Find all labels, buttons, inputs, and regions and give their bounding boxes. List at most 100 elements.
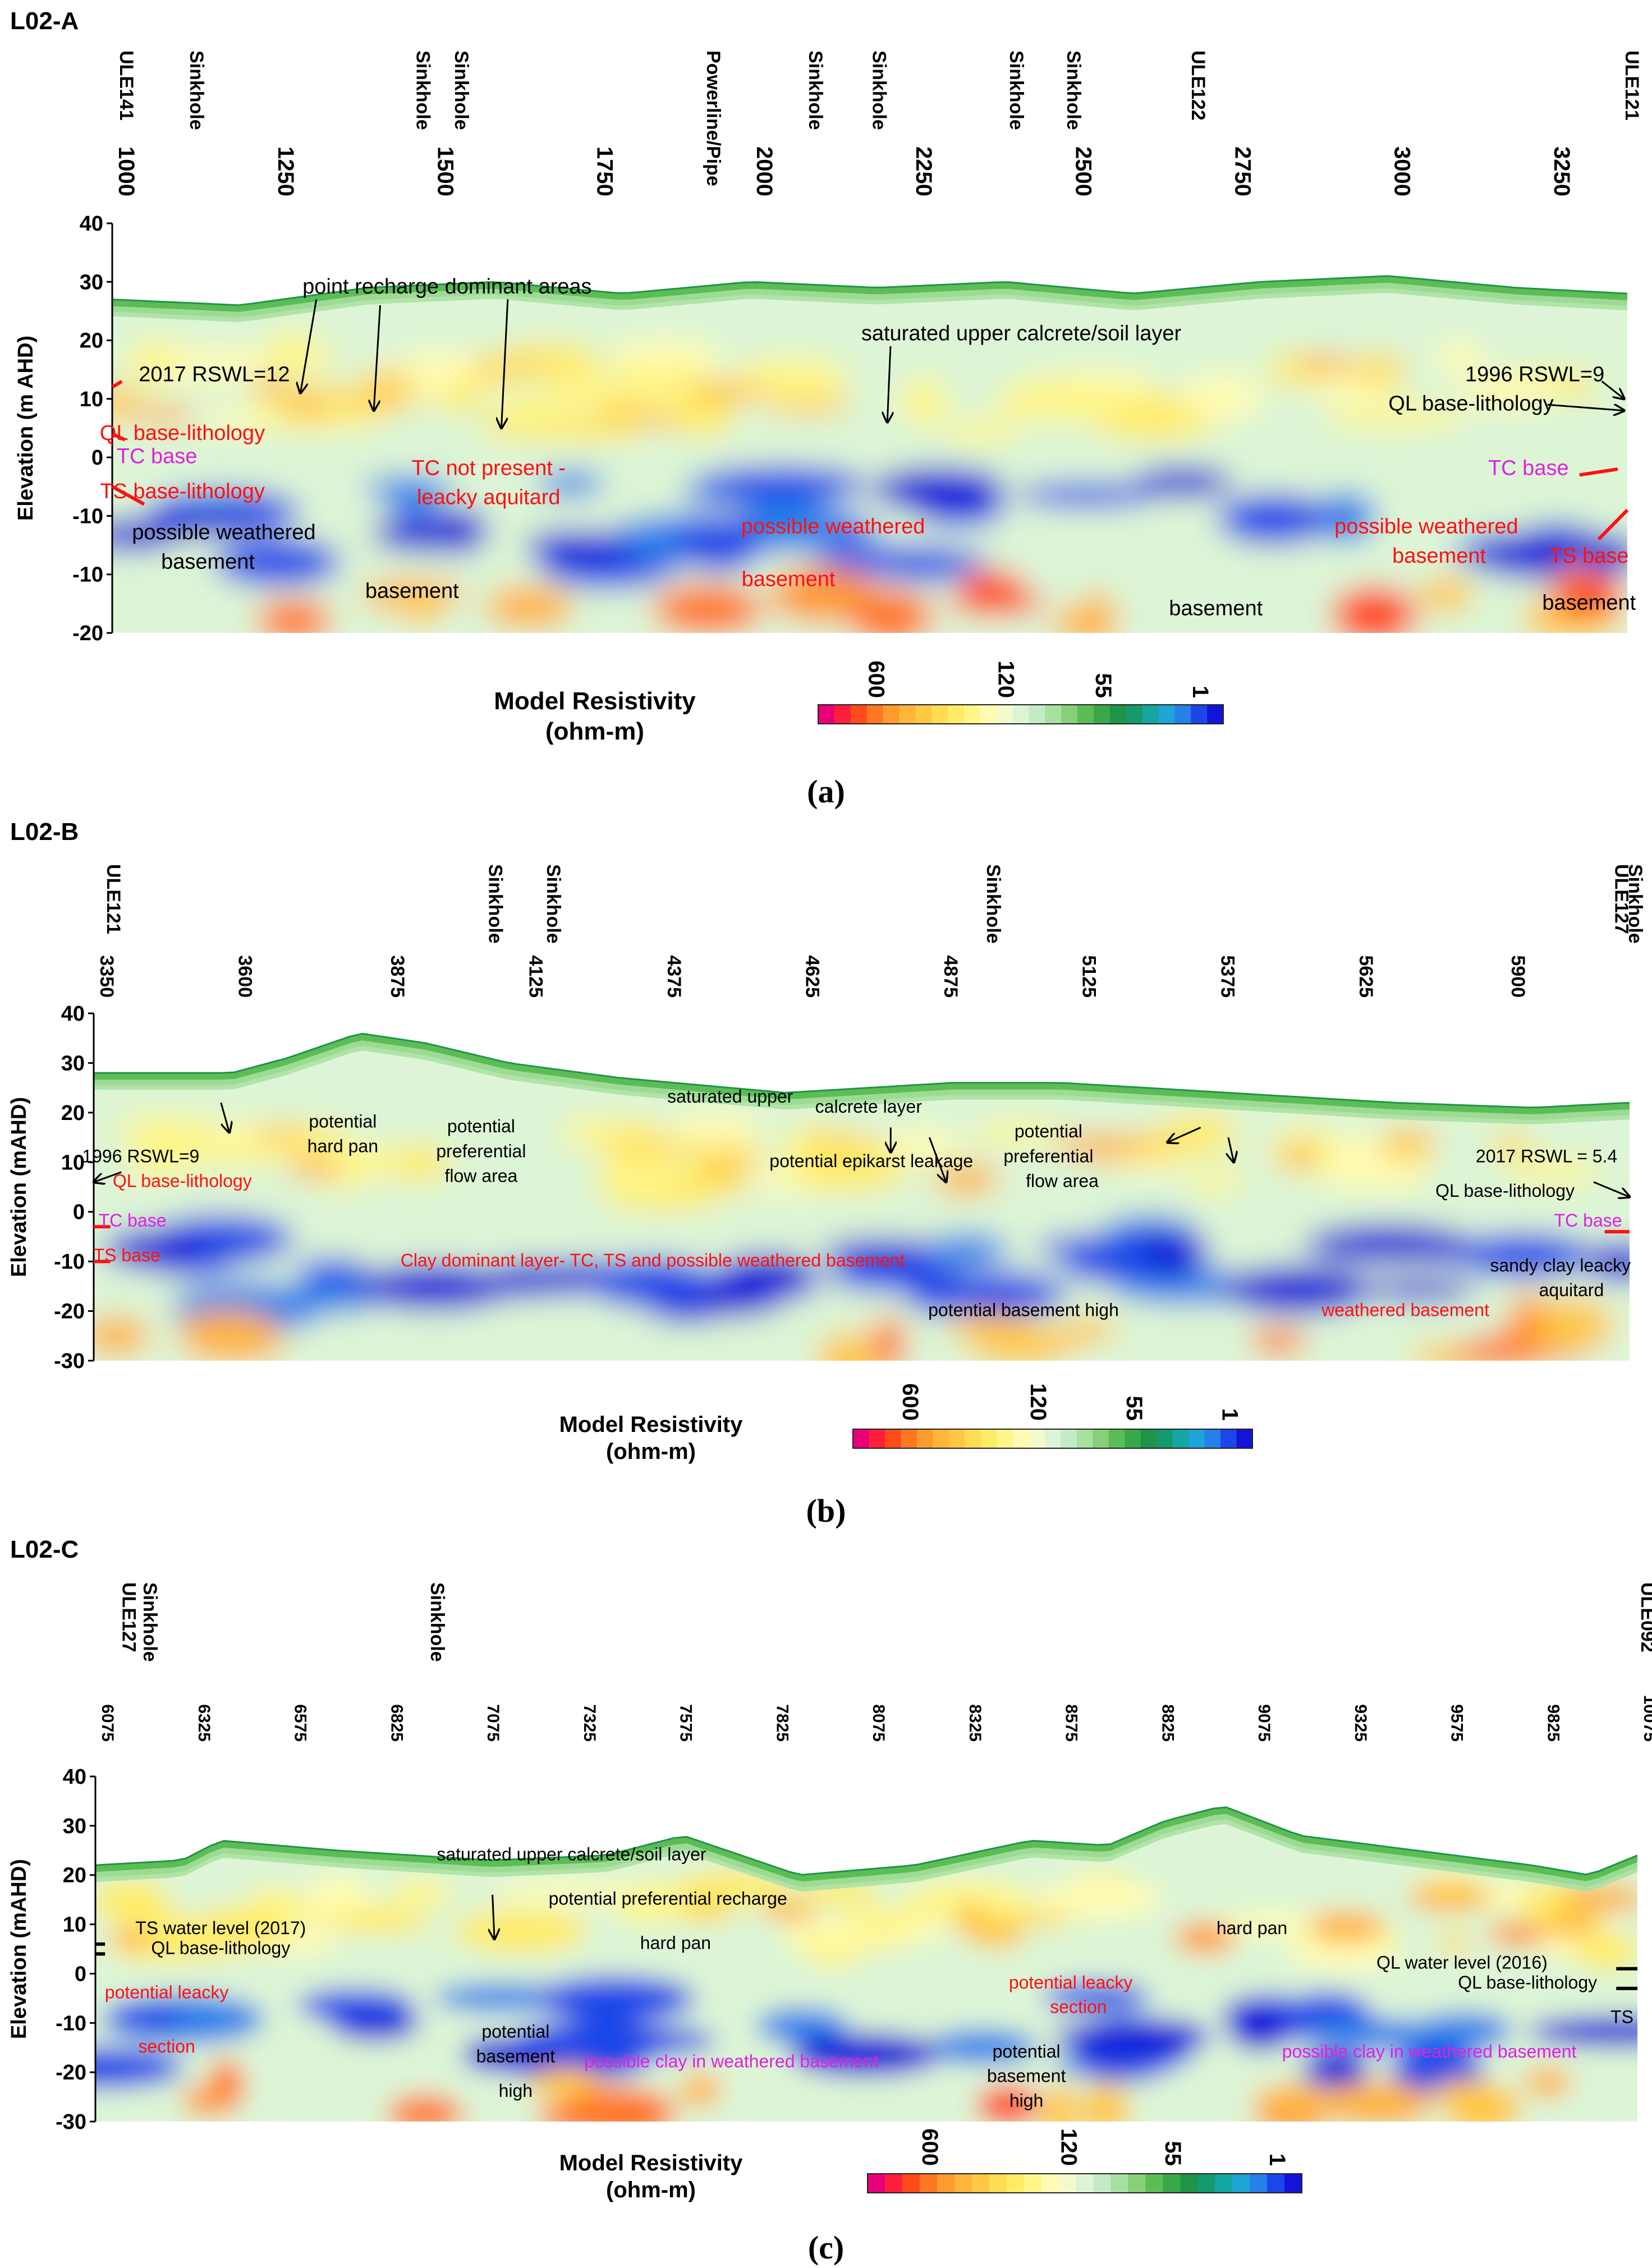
x-tick-label: 8325 — [966, 1704, 984, 1742]
y-tick-label: -20 — [56, 2061, 86, 2085]
x-tick-label: 2000 — [752, 146, 777, 196]
annotation-arrow — [1593, 1181, 1630, 1197]
annotation-label: preferential — [436, 1141, 526, 1161]
colorbar-units: (ohm-m) — [606, 2178, 696, 2202]
annotation-label: 1996 RSWL=9 — [1465, 363, 1604, 387]
section-body — [112, 276, 1627, 633]
y-axis-label: Elevation (mAHD) — [7, 1097, 31, 1277]
annotation-label: section — [138, 2036, 195, 2056]
colorbar-swatch — [853, 1429, 869, 1448]
annotation-label: TC base — [117, 445, 198, 469]
annotation-label: QL base-lithology — [100, 421, 265, 445]
annotation-label: 1996 RSWL=9 — [82, 1146, 199, 1166]
annotation-label: basement — [1169, 597, 1263, 621]
colorbar: 600 120 55 1 — [867, 2128, 1302, 2193]
colorbar-swatch — [1126, 705, 1143, 724]
feature-label: Powerline/Pipe — [703, 50, 724, 186]
x-tick-label: 9825 — [1544, 1704, 1562, 1742]
colorbar-swatch — [989, 2174, 1007, 2193]
y-axis-label: Elevation (mAHD) — [7, 1859, 31, 2039]
feature-label: Sinkhole — [983, 864, 1004, 944]
colorbar-swatch — [1029, 705, 1045, 724]
y-tick-label: 0 — [91, 446, 103, 470]
y-tick-label: 20 — [63, 1864, 86, 1888]
x-tick-labels: 1000 1250 1500 1750 2000 2250 2500 2750 3000 3250 — [114, 146, 1574, 196]
feature-label: Sinkhole — [805, 50, 826, 130]
colorbar-tick-label: 55 — [1091, 673, 1116, 699]
x-tick-label: 6825 — [387, 1704, 406, 1742]
y-axis-label: Elevation (m AHD) — [14, 336, 38, 521]
annotation-label: basement — [365, 579, 459, 603]
annotations: saturated upper calcrete layer potential ha… — [82, 1086, 1631, 1320]
annotation-label: potential basement high — [928, 1300, 1119, 1320]
x-tick-label: 4375 — [663, 955, 685, 998]
colorbar-swatch — [901, 1429, 917, 1448]
annotation-arrow — [300, 299, 318, 393]
colorbar-swatch — [971, 2174, 990, 2193]
annotation-arrow — [928, 1137, 946, 1182]
colorbar-swatch — [1191, 705, 1208, 724]
annotation-arrow — [220, 1102, 230, 1132]
annotation-label: basement — [742, 568, 836, 591]
x-tick-label: 5625 — [1355, 955, 1376, 998]
x-tick-label: 8575 — [1062, 1704, 1081, 1742]
annotation-label: TS base — [1549, 544, 1629, 568]
annotations: saturated upper calcrete/soil layer poten… — [95, 1844, 1637, 2111]
x-tick-label: 6075 — [98, 1704, 117, 1742]
colorbar-swatch — [996, 705, 1013, 724]
panel-label: L02-B — [10, 818, 79, 846]
annotation-label: basement — [1392, 544, 1486, 568]
x-tick-label: 2500 — [1071, 146, 1095, 196]
colorbar-swatch — [948, 705, 965, 724]
colorbar-swatch — [869, 1429, 885, 1448]
marker-line — [1579, 467, 1618, 477]
colorbar-swatch — [1188, 1429, 1205, 1448]
annotation-label: hard pan — [640, 1933, 711, 1953]
colorbar-swatch — [1232, 2174, 1250, 2193]
x-tick-label: 5375 — [1217, 955, 1238, 998]
feature-label: Sinkhole — [139, 1582, 160, 1662]
feature-label: ULE127 — [1611, 864, 1632, 934]
colorbar-swatch — [1180, 2174, 1198, 2193]
annotation-label: basement — [161, 550, 255, 573]
panel-label: L02-C — [10, 1536, 79, 1563]
y-tick-label: 30 — [63, 1815, 86, 1838]
annotation-label: leacky aquitard — [417, 486, 561, 509]
colorbar-swatch — [1145, 2174, 1163, 2193]
annotation-label: flow area — [1026, 1171, 1099, 1191]
feature-label: ULE122 — [1187, 50, 1209, 121]
annotation-label: section — [1050, 1997, 1107, 2017]
annotation-arrow — [374, 305, 381, 411]
annotation-arrow — [887, 346, 891, 423]
feature-labels: ULE141 Sinkhole Sinkhole Sinkhole Powerline/… — [116, 50, 1642, 186]
annotation-label: QL base-lithology — [113, 1171, 252, 1191]
feature-label: ULE092 — [1637, 1582, 1652, 1652]
y-tick-label: -20 — [72, 622, 103, 645]
feature-label: Sinkhole — [186, 50, 207, 130]
colorbar-swatch — [1006, 2174, 1025, 2193]
x-tick-label: 2250 — [911, 146, 936, 196]
colorbar-swatch — [1284, 2174, 1302, 2193]
annotation-arrow — [493, 1894, 494, 1939]
y-tick-label: -10 — [72, 563, 103, 587]
annotation-label: possible clay in weathered basement — [1282, 2041, 1577, 2062]
annotation-label: TC base — [1488, 456, 1569, 480]
y-tick-label: 0 — [73, 1201, 85, 1224]
colorbar-swatch — [899, 705, 916, 724]
annotation-label: QL base-lithology — [151, 1938, 290, 1958]
annotation-arrow — [1167, 1127, 1201, 1142]
y-tick-label: 0 — [75, 1962, 86, 1986]
x-tick-label: 3350 — [96, 955, 117, 998]
y-tick-label: 40 — [63, 1765, 86, 1789]
colorbar-tick-label: 55 — [1160, 2141, 1185, 2166]
x-tick-label: 3000 — [1390, 146, 1415, 196]
annotation-label: 2017 RSWL=12 — [139, 363, 290, 387]
colorbar-title: Model Resistivity — [559, 2151, 744, 2175]
colorbar-swatch — [1110, 2174, 1128, 2193]
colorbar-swatch — [866, 705, 884, 724]
y-tick-label: -10 — [72, 504, 103, 528]
colorbar-swatch — [1061, 1429, 1077, 1448]
colorbar-tick-label: 1 — [1188, 686, 1213, 698]
section-body — [95, 1807, 1637, 2122]
